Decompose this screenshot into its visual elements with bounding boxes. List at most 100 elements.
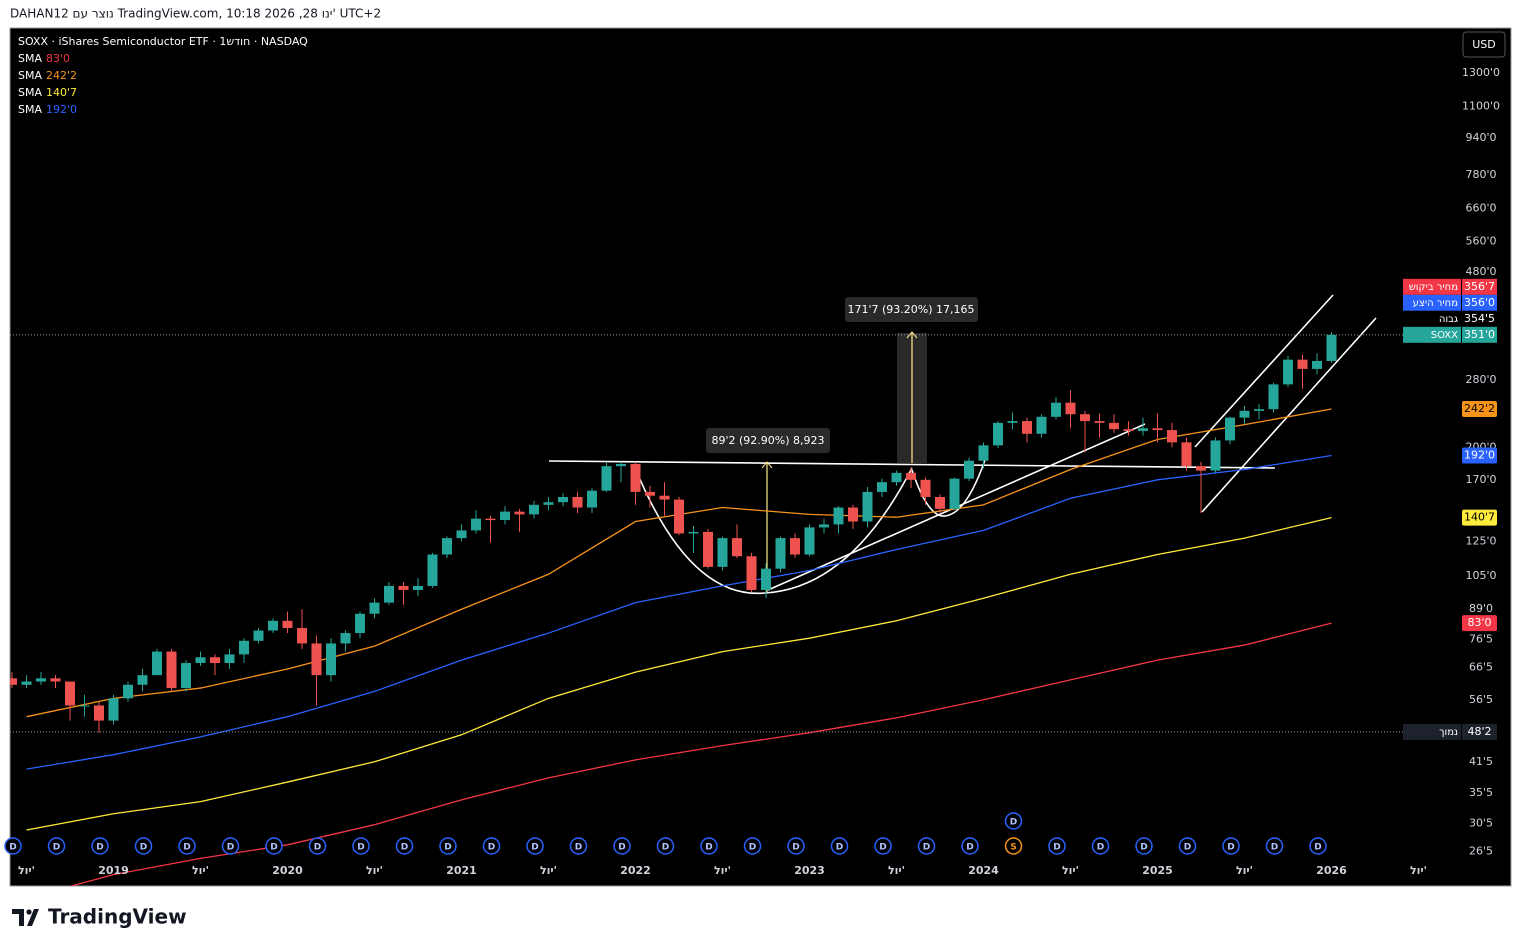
- candle-body: [819, 524, 829, 528]
- candle-body: [36, 678, 46, 682]
- candle-body: [311, 643, 322, 676]
- event-marker: [1004, 812, 1023, 830]
- event-marker-label: D: [488, 843, 495, 853]
- currency-button[interactable]: [1462, 31, 1506, 58]
- candle-body: [1007, 421, 1018, 423]
- y-tick-label: 280'0: [1465, 373, 1496, 386]
- candle-body: [1210, 440, 1221, 471]
- x-tick-label: יול': [18, 864, 35, 877]
- candle-body: [1094, 421, 1105, 423]
- event-marker-label: D: [183, 843, 190, 853]
- candle-body: [587, 490, 597, 508]
- y-tick-label: 560'0: [1465, 234, 1496, 247]
- event-marker: [221, 837, 240, 855]
- candle-body: [1312, 360, 1322, 369]
- price-value: 356'0: [1464, 296, 1495, 309]
- candle-body: [456, 530, 467, 539]
- price-name-box: [1403, 278, 1461, 295]
- event-marker-label: D: [662, 843, 669, 853]
- candle-body: [645, 491, 655, 496]
- candle-body: [601, 466, 612, 491]
- arrow-head: [906, 331, 918, 339]
- candle-body: [369, 602, 380, 614]
- candle-body: [137, 675, 148, 685]
- legend-value: 192'0: [46, 103, 77, 116]
- logo-text: TradingView: [48, 905, 187, 929]
- event-marker-label: D: [618, 843, 625, 853]
- event-marker-label: D: [879, 843, 886, 853]
- candle-body: [210, 657, 220, 664]
- event-marker: [1004, 837, 1023, 855]
- candle-body: [877, 482, 887, 492]
- candle-body: [674, 499, 684, 534]
- candle-body: [558, 496, 568, 503]
- event-marker-label: D: [227, 843, 234, 853]
- event-marker: [47, 837, 66, 855]
- candle-body: [761, 568, 771, 590]
- y-tick-label: 1100'0: [1462, 99, 1500, 112]
- y-tick-label: 66'5: [1469, 661, 1493, 674]
- event-marker-label: D: [1140, 843, 1147, 853]
- event-marker: [613, 837, 631, 855]
- candle-body: [224, 654, 235, 664]
- event-marker-label: D: [923, 843, 930, 853]
- candle-body: [906, 472, 916, 480]
- candle-body: [1196, 466, 1206, 471]
- event-marker-label: D: [966, 843, 973, 853]
- arrow-head: [761, 461, 773, 469]
- event-marker: [830, 837, 849, 855]
- event-marker-label: D: [444, 843, 451, 853]
- candle-body: [703, 531, 713, 567]
- x-tick-label: 2024: [968, 864, 999, 877]
- event-marker-label: D: [1184, 843, 1191, 853]
- currency[interactable]: USD: [1472, 38, 1496, 51]
- candle-body: [804, 527, 815, 555]
- candle-body: [833, 507, 844, 525]
- candle-body: [94, 705, 104, 721]
- candle-body: [1268, 384, 1279, 410]
- y-tick-label: 125'0: [1465, 534, 1496, 547]
- annotation: 89'2 (92.90%) 8,923: [711, 434, 824, 447]
- event-marker: [1309, 837, 1327, 855]
- event-marker-label: D: [314, 843, 321, 853]
- price-value-box: [1462, 310, 1497, 327]
- event-marker: [569, 837, 588, 855]
- event-marker: [308, 837, 327, 855]
- candle-body: [442, 538, 452, 555]
- sma-price-box: [1462, 447, 1497, 464]
- legend-name: SMA: [18, 103, 42, 116]
- annotation-box: [845, 297, 978, 322]
- candle-body: [427, 554, 438, 586]
- event-marker: [265, 837, 283, 855]
- candle-body: [268, 620, 278, 631]
- event-marker-label: D: [836, 843, 843, 853]
- sma-price-box: [1462, 509, 1497, 526]
- x-tick-label: יול': [366, 864, 383, 877]
- price-name: נמוך: [1439, 727, 1458, 738]
- event-marker-label: D: [749, 843, 756, 853]
- channel-lower: [1201, 317, 1377, 513]
- x-tick-label: 2020: [272, 864, 303, 877]
- candle-body: [181, 663, 191, 689]
- event-marker: [352, 837, 370, 855]
- event-marker: [917, 837, 936, 855]
- candle-body: [1181, 442, 1192, 467]
- sma-price-box: [1462, 615, 1497, 632]
- event-marker: [134, 837, 153, 855]
- candle-body: [282, 620, 293, 629]
- price-value-box: [1462, 294, 1497, 311]
- candle-body: [688, 531, 699, 534]
- event-marker: [700, 837, 718, 855]
- price-value-box: [1462, 278, 1497, 295]
- candle-body: [1283, 359, 1293, 385]
- candle-body: [123, 684, 133, 699]
- candle-body: [993, 422, 1003, 446]
- event-marker: [1265, 837, 1284, 855]
- price-name: גבוה: [1439, 314, 1458, 325]
- candle-body: [1109, 422, 1119, 430]
- candle-body: [529, 504, 539, 515]
- candle-body: [717, 538, 728, 567]
- candle-body: [1036, 416, 1047, 434]
- candle-body: [108, 698, 119, 721]
- price-name-box: [1403, 326, 1461, 343]
